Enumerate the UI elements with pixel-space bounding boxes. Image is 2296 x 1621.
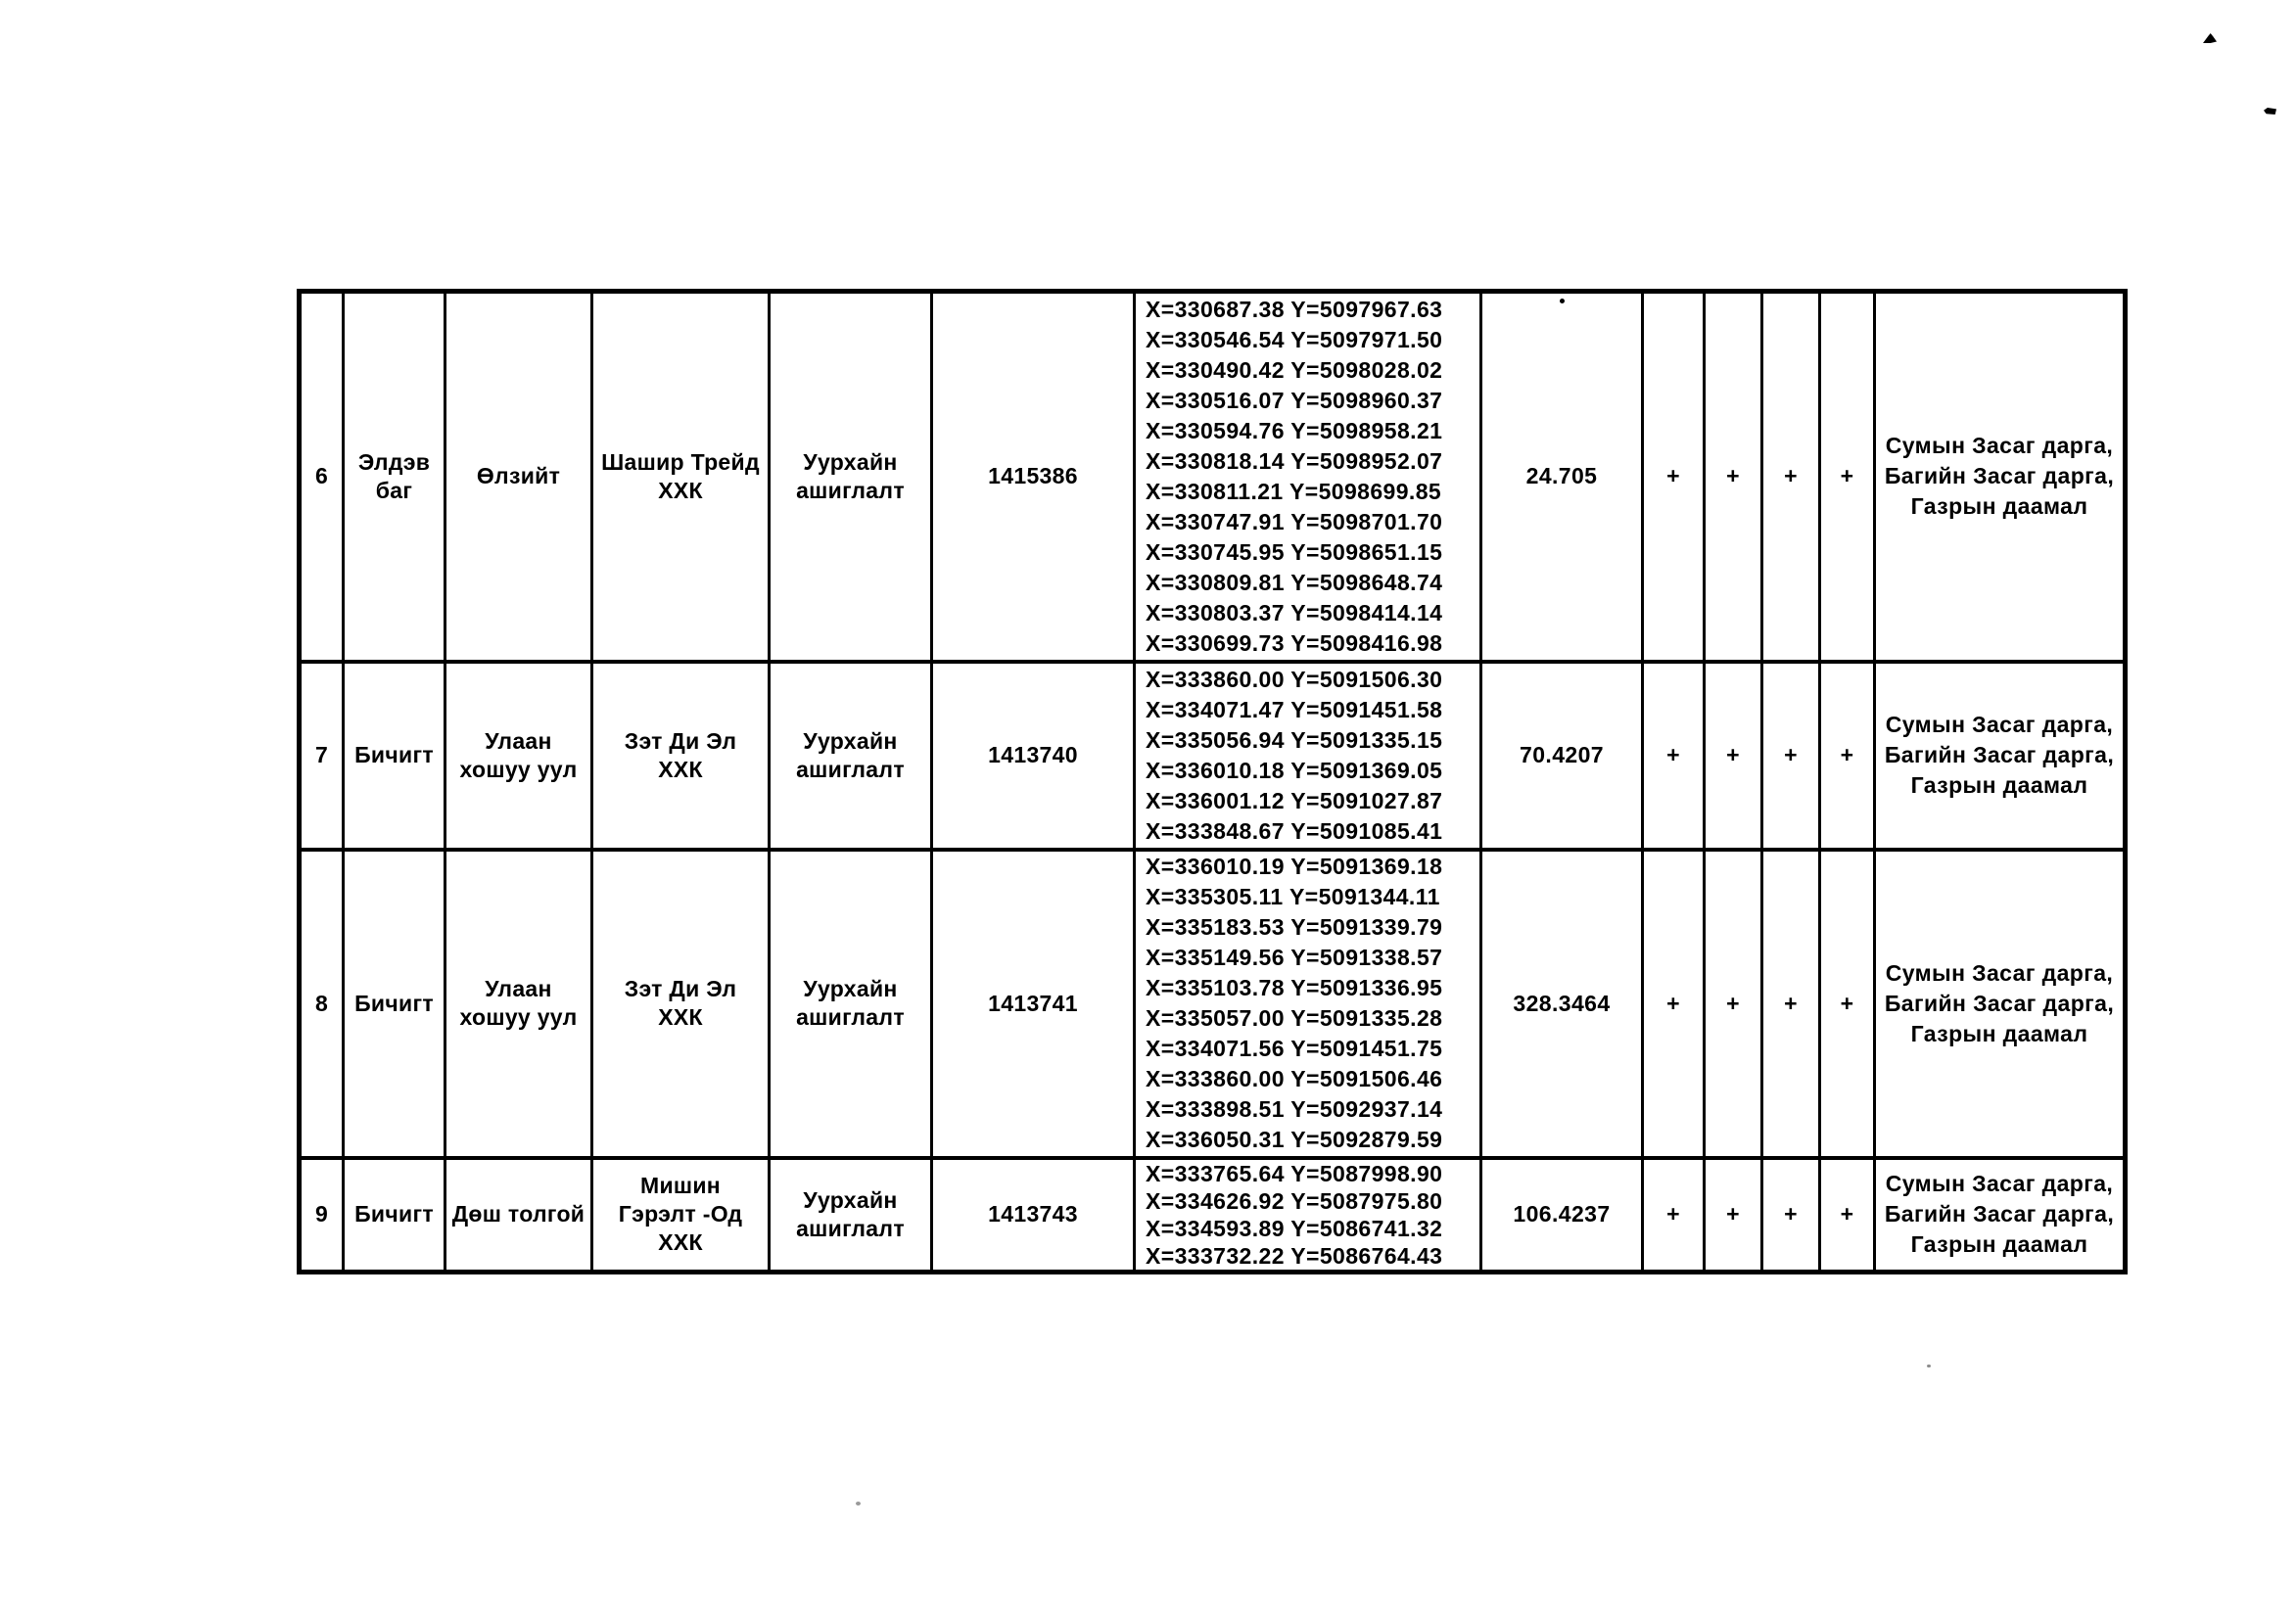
check-cell: + <box>1760 1155 1821 1274</box>
table-row: 9 Бичигт Дөш толгой Мишин Гэрэлт -Од ХХК… <box>298 1155 2127 1274</box>
land-use-cell: Уурхайн ашиглалт <box>768 847 933 1160</box>
company-cell: Зэт Ди Эл ХХК <box>590 659 771 852</box>
company-cell: Шашир Трейд ХХК <box>590 289 771 664</box>
row-number-cell: 7 <box>298 659 345 852</box>
check-cell: + <box>1760 659 1821 852</box>
row-number-cell: 9 <box>298 1155 345 1274</box>
check-cell: + <box>1760 289 1821 664</box>
location-cell: Улаан хошуу уул <box>444 847 593 1160</box>
check-cell: + <box>1641 659 1706 852</box>
table-row: 7 Бичигт Улаан хошуу уул Зэт Ди Эл ХХК У… <box>298 659 2127 852</box>
area-cell: 24.705 <box>1479 289 1644 664</box>
table-row: 6 Элдэв баг Өлзийт Шашир Трейд ХХК Уурха… <box>298 289 2127 664</box>
check-cell: + <box>1641 289 1706 664</box>
company-cell: Зэт Ди Эл ХХК <box>590 847 771 1160</box>
bag-cell: Бичигт <box>342 659 446 852</box>
check-cell: + <box>1818 289 1876 664</box>
location-cell: Өлзийт <box>444 289 593 664</box>
officials-cell: Сумын Засаг дарга, Багийн Засаг дарга, Г… <box>1873 847 2127 1160</box>
coordinates-cell: X=333765.64 Y=5087998.90 X=334626.92 Y=5… <box>1133 1155 1482 1274</box>
check-cell: + <box>1641 1155 1706 1274</box>
check-cell: + <box>1703 289 1763 664</box>
license-number-cell: 1413740 <box>930 659 1136 852</box>
area-cell: 70.4207 <box>1479 659 1644 852</box>
check-cell: + <box>1818 1155 1876 1274</box>
bag-cell: Элдэв баг <box>342 289 446 664</box>
location-cell: Улаан хошуу уул <box>444 659 593 852</box>
coordinates-cell: X=330687.38 Y=5097967.63 X=330546.54 Y=5… <box>1133 289 1482 664</box>
row-number-cell: 6 <box>298 289 345 664</box>
company-cell: Мишин Гэрэлт -Од ХХК <box>590 1155 771 1274</box>
check-cell: + <box>1641 847 1706 1160</box>
bag-cell: Бичигт <box>342 1155 446 1274</box>
land-permit-table: 6 Элдэв баг Өлзийт Шашир Трейд ХХК Уурха… <box>297 289 2128 1274</box>
license-number-cell: 1413743 <box>930 1155 1136 1274</box>
area-cell: 106.4237 <box>1479 1155 1644 1274</box>
check-cell: + <box>1703 659 1763 852</box>
land-use-cell: Уурхайн ашиглалт <box>768 659 933 852</box>
check-cell: + <box>1703 1155 1763 1274</box>
officials-cell: Сумын Засаг дарга, Багийн Засаг дарга, Г… <box>1873 659 2127 852</box>
license-number-cell: 1415386 <box>930 289 1136 664</box>
ink-dot <box>856 1502 861 1505</box>
bag-cell: Бичигт <box>342 847 446 1160</box>
officials-cell: Сумын Засаг дарга, Багийн Засаг дарга, Г… <box>1873 1155 2127 1274</box>
ink-speck <box>2203 33 2217 43</box>
ink-dot <box>1927 1365 1931 1367</box>
check-cell: + <box>1818 659 1876 852</box>
license-number-cell: 1413741 <box>930 847 1136 1160</box>
check-cell: + <box>1703 847 1763 1160</box>
row-number-cell: 8 <box>298 847 345 1160</box>
coordinates-cell: X=336010.19 Y=5091369.18 X=335305.11 Y=5… <box>1133 847 1482 1160</box>
location-cell: Дөш толгой <box>444 1155 593 1274</box>
check-cell: + <box>1818 847 1876 1160</box>
area-cell: 328.3464 <box>1479 847 1644 1160</box>
coordinates-cell: X=333860.00 Y=5091506.30 X=334071.47 Y=5… <box>1133 659 1482 852</box>
check-cell: + <box>1760 847 1821 1160</box>
officials-cell: Сумын Засаг дарга, Багийн Засаг дарга, Г… <box>1873 289 2127 664</box>
land-use-cell: Уурхайн ашиглалт <box>768 1155 933 1274</box>
table-row: 8 Бичигт Улаан хошуу уул Зэт Ди Эл ХХК У… <box>298 847 2127 1160</box>
ink-speck <box>2264 108 2276 115</box>
land-use-cell: Уурхайн ашиглалт <box>768 289 933 664</box>
